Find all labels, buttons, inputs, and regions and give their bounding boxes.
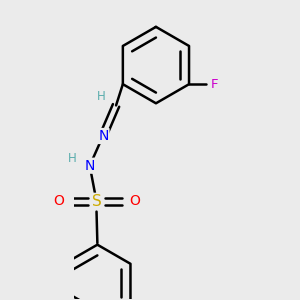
Text: F: F bbox=[211, 78, 218, 91]
Text: S: S bbox=[92, 194, 101, 209]
Text: N: N bbox=[98, 129, 109, 143]
Text: H: H bbox=[68, 152, 77, 165]
Text: H: H bbox=[96, 90, 105, 104]
Text: O: O bbox=[53, 194, 64, 208]
Text: N: N bbox=[85, 159, 95, 173]
Text: O: O bbox=[129, 194, 140, 208]
